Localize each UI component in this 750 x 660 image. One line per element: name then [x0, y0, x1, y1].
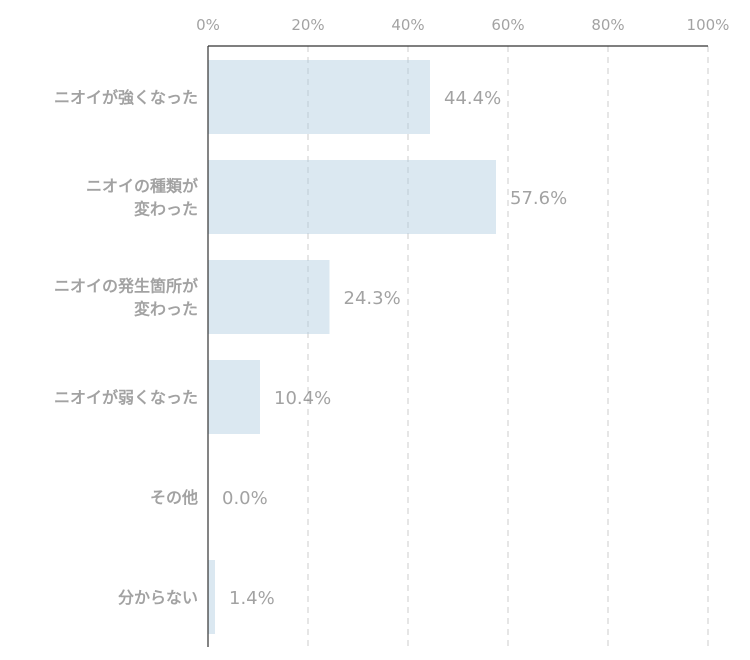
- data-label: 1.4%: [229, 588, 275, 609]
- axes: [207, 45, 708, 647]
- category-label: ニオイの種類が: [86, 177, 198, 196]
- x-tick-label: 20%: [291, 16, 324, 34]
- bars: [208, 60, 496, 634]
- bar: [208, 260, 330, 334]
- bar: [208, 560, 215, 634]
- x-tick-label: 100%: [687, 16, 730, 34]
- bar: [208, 160, 496, 234]
- data-label: 24.3%: [344, 288, 401, 309]
- category-label: 変わった: [134, 200, 198, 219]
- category-label: 変わった: [134, 300, 198, 319]
- labels: 0% 20% 40% 60% 80% 100% 44.4% ニオイが強くなった 57.6% ニオイ…: [54, 16, 729, 609]
- x-tick-label: 80%: [591, 16, 624, 34]
- category-label: ニオイの発生箇所が: [54, 277, 198, 296]
- x-tick-label: 60%: [491, 16, 524, 34]
- data-label: 57.6%: [510, 188, 567, 209]
- data-label: 10.4%: [274, 388, 331, 409]
- category-label: 分からない: [118, 588, 198, 607]
- category-label: ニオイが強くなった: [54, 88, 198, 107]
- data-label: 0.0%: [222, 488, 268, 509]
- x-tick-label: 0%: [196, 16, 220, 34]
- gridlines: [307, 46, 709, 647]
- data-label: 44.4%: [444, 88, 501, 109]
- bar: [208, 360, 260, 434]
- x-tick-label: 40%: [391, 16, 424, 34]
- bar: [208, 60, 430, 134]
- category-label: ニオイが弱くなった: [54, 388, 198, 407]
- category-label: その他: [150, 488, 198, 507]
